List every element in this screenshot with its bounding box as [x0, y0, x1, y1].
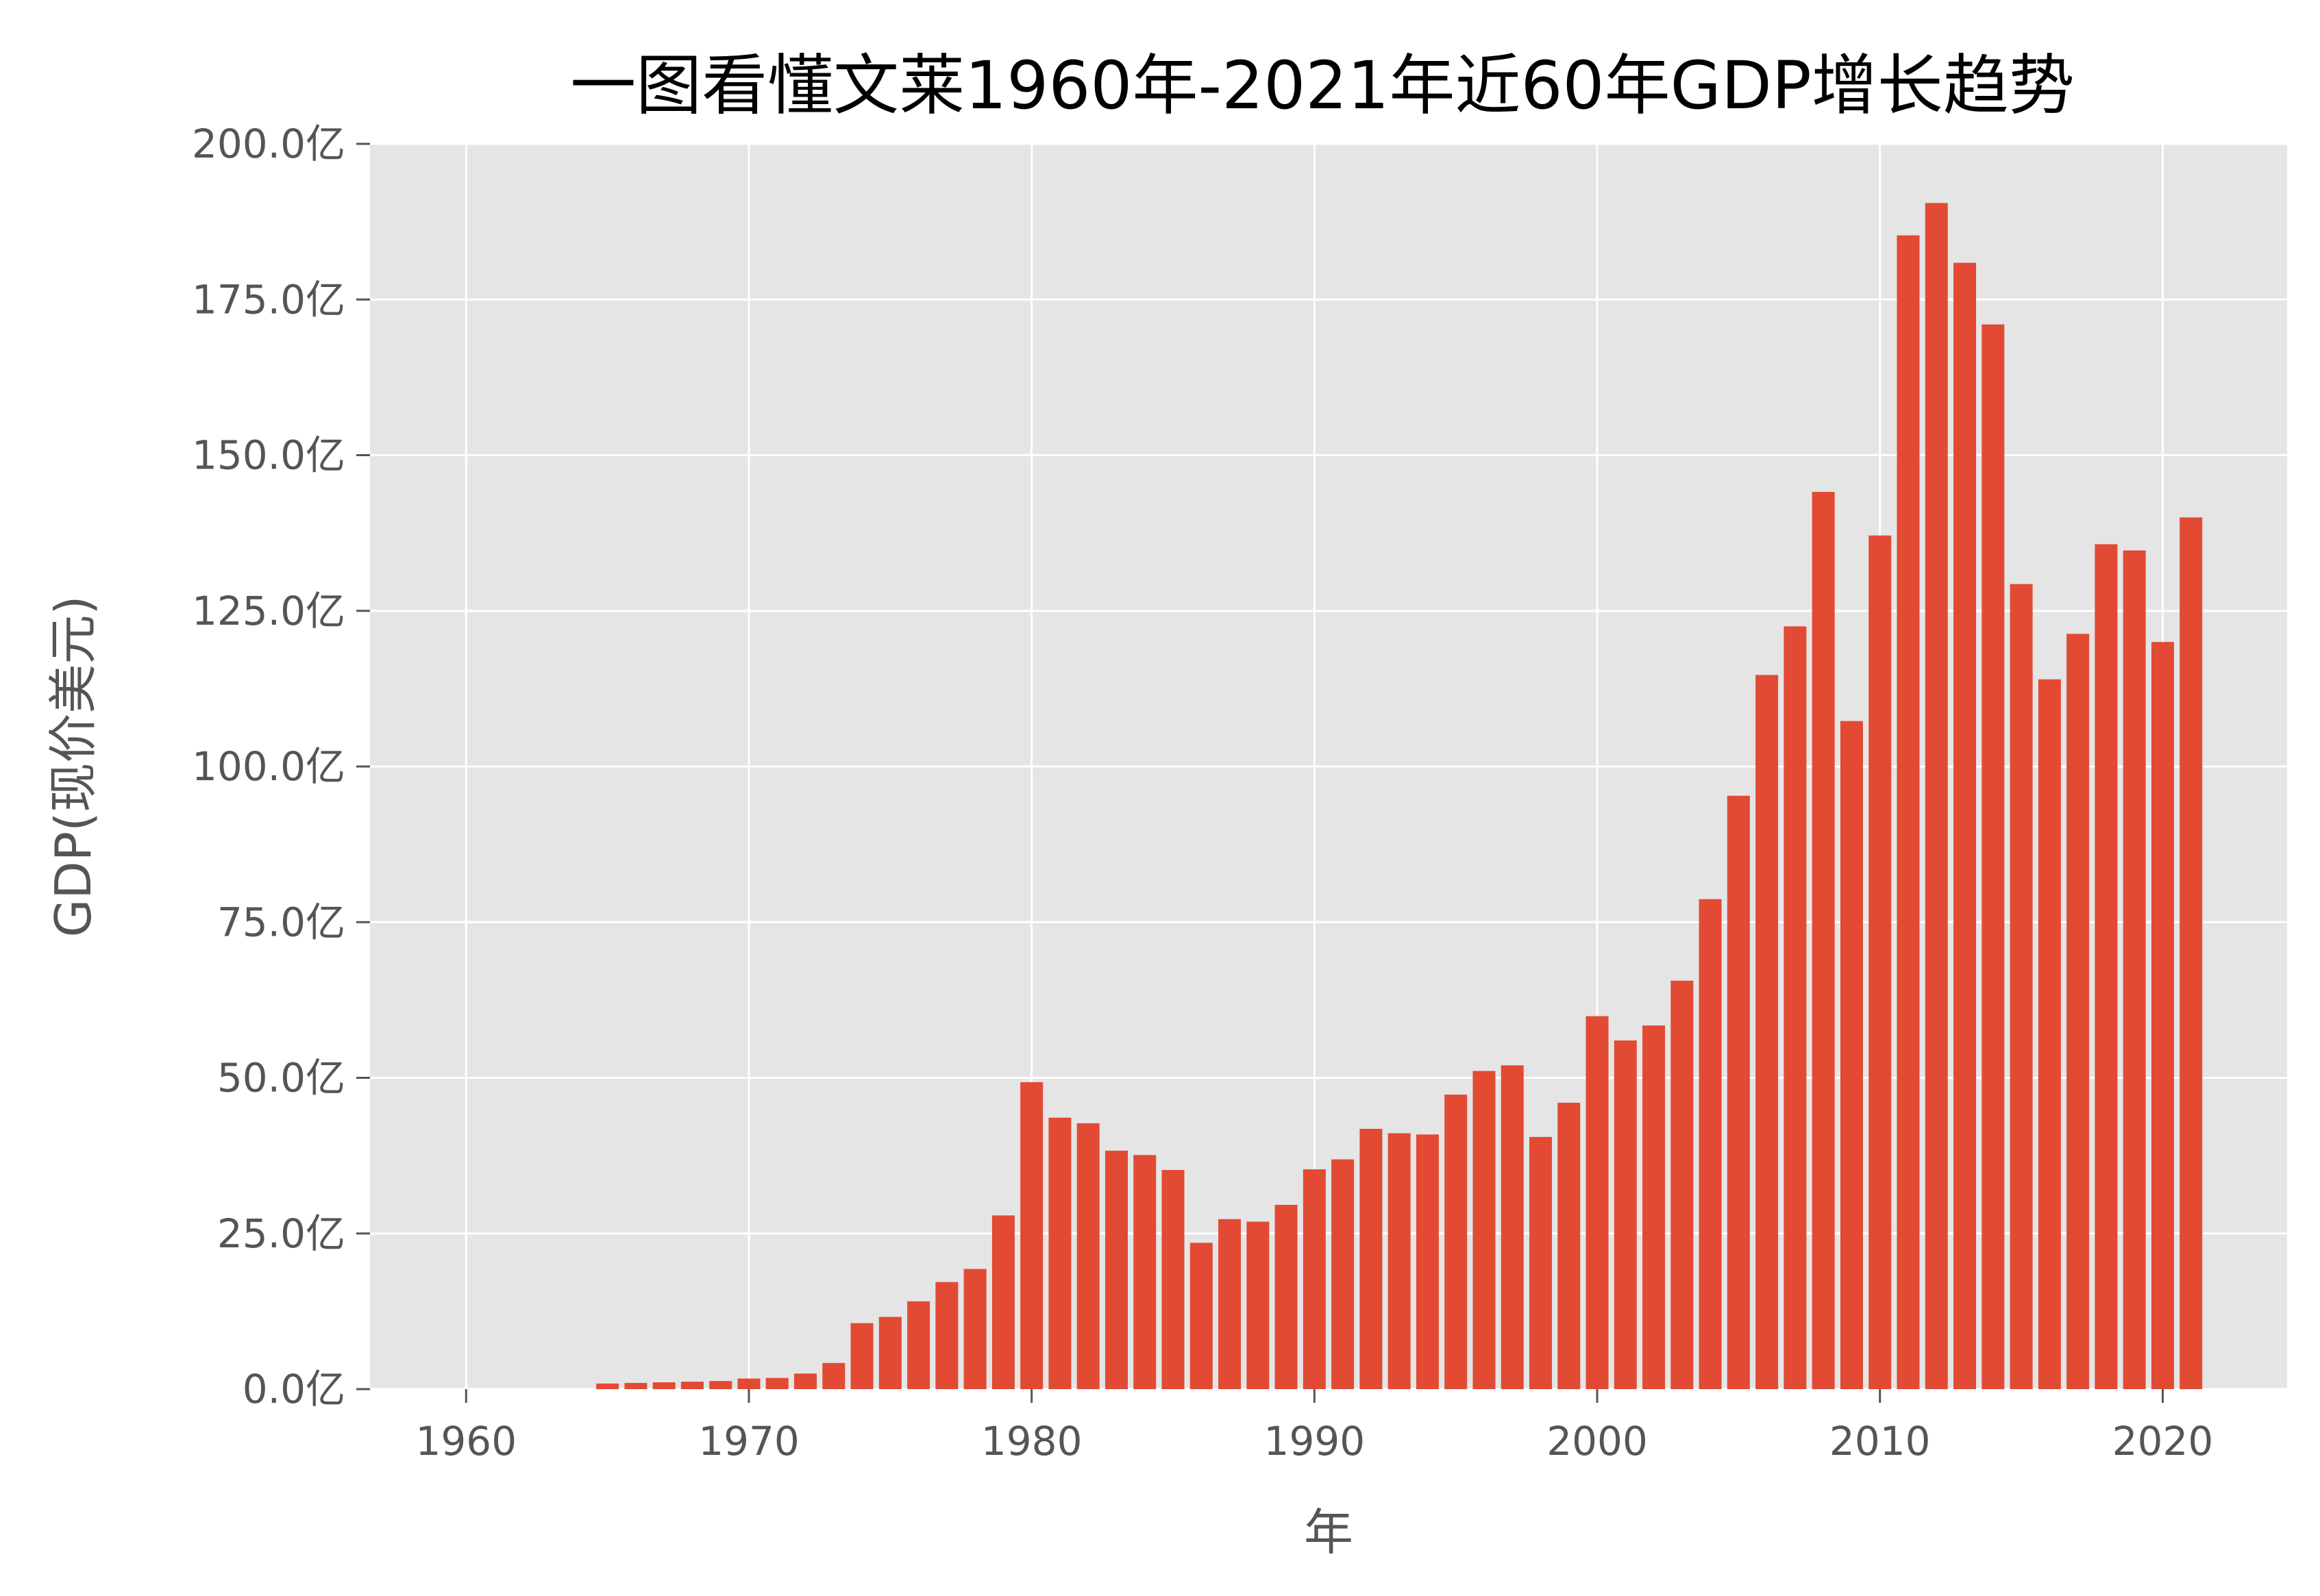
y-tick-label: 75.0亿	[217, 899, 345, 945]
bar-1966	[624, 1382, 647, 1389]
bar-2017	[2066, 634, 2090, 1389]
bar-series	[596, 203, 2203, 1390]
bar-1967	[652, 1382, 676, 1389]
bar-2006	[1755, 675, 1779, 1389]
bar-2021	[2180, 517, 2203, 1389]
x-tick-label: 1970	[698, 1418, 800, 1464]
bar-1992	[1359, 1129, 1383, 1389]
bar-1983	[1105, 1150, 1128, 1389]
bar-1998	[1529, 1136, 1553, 1389]
x-tick-label: 2020	[2112, 1418, 2214, 1464]
bar-1976	[907, 1301, 930, 1389]
bar-1993	[1387, 1133, 1411, 1389]
bar-1971	[765, 1377, 789, 1389]
bar-1999	[1557, 1102, 1581, 1389]
bar-2020	[2151, 642, 2174, 1390]
y-tick-label: 25.0亿	[217, 1210, 345, 1257]
bar-1997	[1501, 1065, 1524, 1389]
bar-1996	[1472, 1071, 1496, 1389]
bar-2002	[1642, 1025, 1666, 1389]
y-tick-label: 50.0亿	[217, 1055, 345, 1101]
y-tick-label: 100.0亿	[192, 743, 345, 790]
bar-1986	[1189, 1243, 1213, 1389]
bar-2003	[1670, 980, 1694, 1389]
bar-1979	[991, 1215, 1015, 1389]
bar-1985	[1161, 1170, 1185, 1389]
bar-2014	[1982, 324, 2005, 1389]
bar-1982	[1076, 1123, 1100, 1389]
bar-2010	[1868, 535, 1892, 1389]
bar-2005	[1727, 795, 1750, 1389]
bar-2019	[2123, 550, 2146, 1389]
bar-1995	[1444, 1095, 1468, 1389]
bar-1974	[850, 1323, 874, 1389]
bar-1994	[1416, 1134, 1439, 1389]
bar-2011	[1897, 235, 1920, 1389]
y-tick-label: 200.0亿	[192, 121, 345, 167]
chart-title: 一图看懂文莱1960年-2021年近60年GDP增长趋势	[570, 47, 2075, 124]
bar-2009	[1840, 721, 1863, 1389]
bar-2000	[1585, 1016, 1609, 1389]
bar-1991	[1331, 1159, 1355, 1389]
x-tick-label: 2010	[1829, 1418, 1931, 1464]
bar-1981	[1048, 1117, 1072, 1389]
y-axis-label: GDP(现价美元)	[45, 596, 102, 938]
x-tick-label: 1960	[416, 1418, 517, 1464]
bar-1970	[737, 1378, 761, 1389]
bar-2001	[1614, 1040, 1637, 1389]
bar-2013	[1953, 262, 1977, 1389]
bar-1980	[1020, 1082, 1044, 1389]
y-tick-label: 150.0亿	[192, 432, 345, 479]
bar-2018	[2095, 544, 2118, 1389]
bar-2016	[2038, 679, 2061, 1389]
y-tick-label: 175.0亿	[192, 276, 345, 323]
x-tick-label: 1980	[981, 1418, 1083, 1464]
y-tick-label: 125.0亿	[192, 588, 345, 634]
bar-2007	[1784, 626, 1807, 1389]
bar-2015	[2010, 584, 2033, 1390]
y-tick-label: 0.0亿	[243, 1366, 345, 1412]
x-axis-label: 年	[1304, 1504, 1353, 1561]
bar-1965	[596, 1383, 619, 1389]
bar-1969	[709, 1381, 732, 1389]
bar-2012	[1925, 203, 1948, 1389]
bar-1989	[1274, 1204, 1298, 1389]
bar-1975	[878, 1317, 902, 1389]
bar-2008	[1812, 492, 1835, 1389]
bar-1987	[1218, 1219, 1242, 1389]
x-axis: 1960 1970 1980 1990 2000 2010 2020	[416, 1389, 2214, 1464]
bar-1990	[1303, 1169, 1326, 1389]
bar-1988	[1246, 1221, 1270, 1389]
x-tick-label: 1990	[1264, 1418, 1366, 1464]
bar-1973	[822, 1362, 846, 1389]
x-tick-label: 2000	[1546, 1418, 1648, 1464]
bar-1977	[935, 1282, 959, 1389]
bar-1978	[963, 1269, 987, 1389]
bar-1968	[680, 1382, 704, 1389]
y-axis: 0.0亿 25.0亿 50.0亿 75.0亿 100.0亿 125.0亿 150.0亿 175…	[192, 121, 370, 1412]
bar-2004	[1699, 899, 1722, 1389]
bar-1984	[1133, 1155, 1157, 1389]
bar-1972	[794, 1373, 817, 1389]
